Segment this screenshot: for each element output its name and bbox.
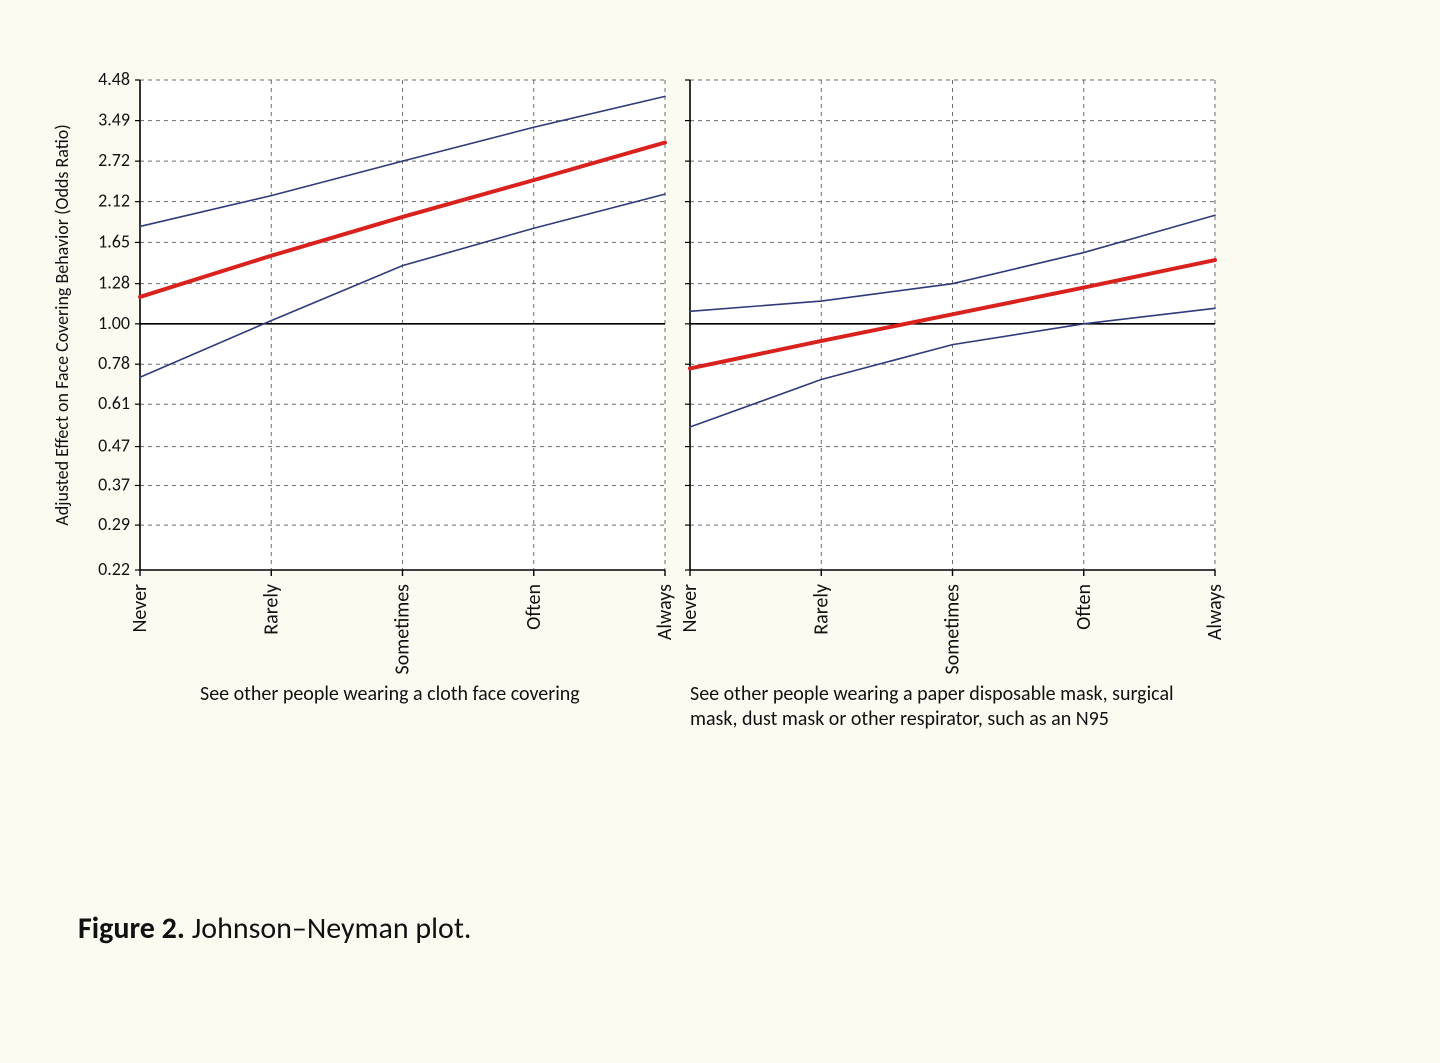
y-tick-label: 2.12: [98, 190, 130, 212]
y-tick-label: 1.00: [98, 312, 130, 334]
x-tick-label: Never: [128, 584, 152, 633]
chart-panel: Never Rarely Sometimes Often Always See other…: [678, 80, 1227, 731]
figure-caption: Figure 2. Johnson–Neyman plot.: [78, 910, 472, 947]
panel-title: See other people wearing a cloth face co…: [200, 682, 580, 706]
y-tick-label: 0.78: [98, 352, 130, 374]
x-tick-label: Never: [678, 584, 702, 633]
y-tick-label: 4.48: [98, 68, 130, 90]
y-tick-label: 0.37: [98, 473, 130, 495]
y-tick-label: 1.28: [98, 272, 130, 294]
y-tick-label: 0.29: [98, 513, 130, 535]
x-tick-label: Always: [653, 584, 677, 640]
y-axis-label: Adjusted Effect on Face Covering Behavio…: [51, 124, 73, 525]
y-tick-label: 1.65: [98, 230, 130, 252]
y-tick-label: 0.47: [98, 435, 130, 457]
chart-panel: Never Rarely Sometimes Often Always See other…: [128, 80, 677, 706]
y-tick-label: 0.22: [98, 558, 130, 580]
figure-caption-text: Johnson–Neyman plot.: [192, 910, 472, 947]
page: Adjusted Effect on Face Covering Behavio…: [0, 0, 1440, 1063]
figure-number: Figure 2.: [78, 910, 185, 947]
johnson-neyman-plot: Adjusted Effect on Face Covering Behavio…: [50, 40, 1390, 800]
y-tick-label: 3.49: [98, 109, 130, 131]
y-tick-label: 2.72: [98, 149, 130, 171]
x-tick-label: Sometimes: [391, 584, 415, 675]
y-tick-label: 0.61: [98, 392, 130, 414]
x-tick-label: Rarely: [259, 584, 283, 635]
x-tick-label: Sometimes: [941, 584, 965, 675]
x-tick-label: Always: [1203, 584, 1227, 640]
panel-title: See other people wearing a paper disposa…: [690, 682, 1174, 731]
x-tick-label: Often: [522, 584, 546, 630]
x-tick-label: Rarely: [809, 584, 833, 635]
x-tick-label: Often: [1072, 584, 1096, 630]
